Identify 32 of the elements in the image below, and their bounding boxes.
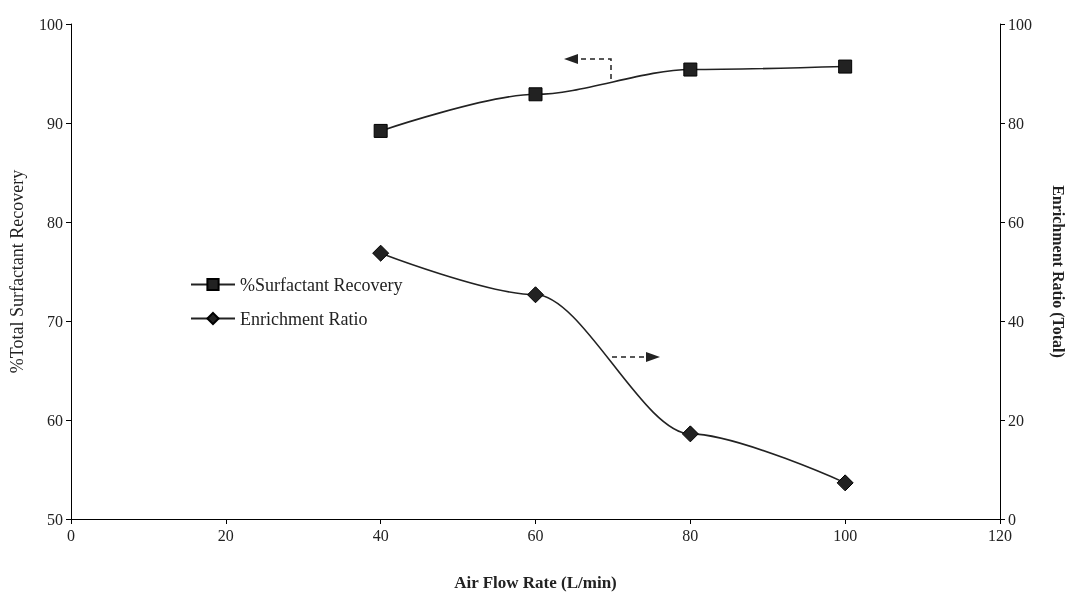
point <box>838 59 853 74</box>
y2-tick-label: 80 <box>1008 114 1024 132</box>
y2-tick-label: 0 <box>1008 510 1016 528</box>
point <box>836 474 854 492</box>
x-tick-label: 100 <box>833 526 858 544</box>
x-tick-label: 80 <box>682 526 699 544</box>
point <box>373 123 388 138</box>
y-tick-label: 70 <box>47 312 63 330</box>
y2-tick-label: 20 <box>1008 411 1024 429</box>
y2-tick-label: 60 <box>1008 213 1024 231</box>
point <box>372 244 390 262</box>
y-tick-label: 60 <box>47 411 63 429</box>
y2-axis-title: Enrichment Ratio (Total) <box>1048 185 1067 358</box>
y-tick-label: 50 <box>47 510 63 528</box>
point <box>681 425 699 443</box>
y-tick-label: 90 <box>47 114 63 132</box>
x-tick-label: 40 <box>372 526 389 544</box>
y-tick-label: 100 <box>39 15 63 33</box>
x-axis-title: Air Flow Rate (L/min) <box>454 573 617 592</box>
legend-label: %Surfactant Recovery <box>240 274 403 295</box>
legend-label: Enrichment Ratio <box>240 308 368 329</box>
y2-tick-label: 40 <box>1008 312 1024 330</box>
x-tick-label: 20 <box>217 526 234 544</box>
point <box>683 62 698 77</box>
x-tick-label: 60 <box>527 526 544 544</box>
y-tick-label: 80 <box>47 213 63 231</box>
x-tick-label: 120 <box>988 526 1012 544</box>
point <box>527 286 544 304</box>
y2-tick-label: 100 <box>1008 15 1032 33</box>
point <box>528 87 543 102</box>
x-tick-label: 0 <box>67 526 75 544</box>
y-axis-title: %Total Surfactant Recovery <box>7 169 27 374</box>
